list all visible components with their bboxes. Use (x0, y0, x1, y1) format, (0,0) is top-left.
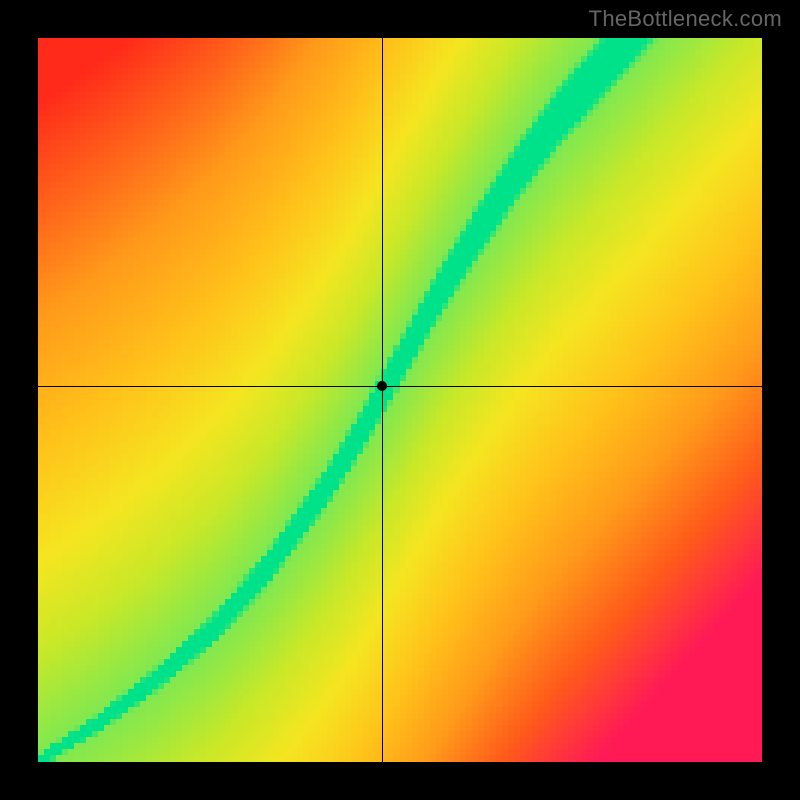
heatmap-plot (38, 38, 762, 762)
heatmap-canvas (38, 38, 762, 762)
crosshair-dot (377, 381, 387, 391)
crosshair-vertical (382, 38, 383, 762)
chart-container: TheBottleneck.com (0, 0, 800, 800)
crosshair-horizontal (38, 386, 762, 387)
watermark-text: TheBottleneck.com (589, 6, 782, 32)
